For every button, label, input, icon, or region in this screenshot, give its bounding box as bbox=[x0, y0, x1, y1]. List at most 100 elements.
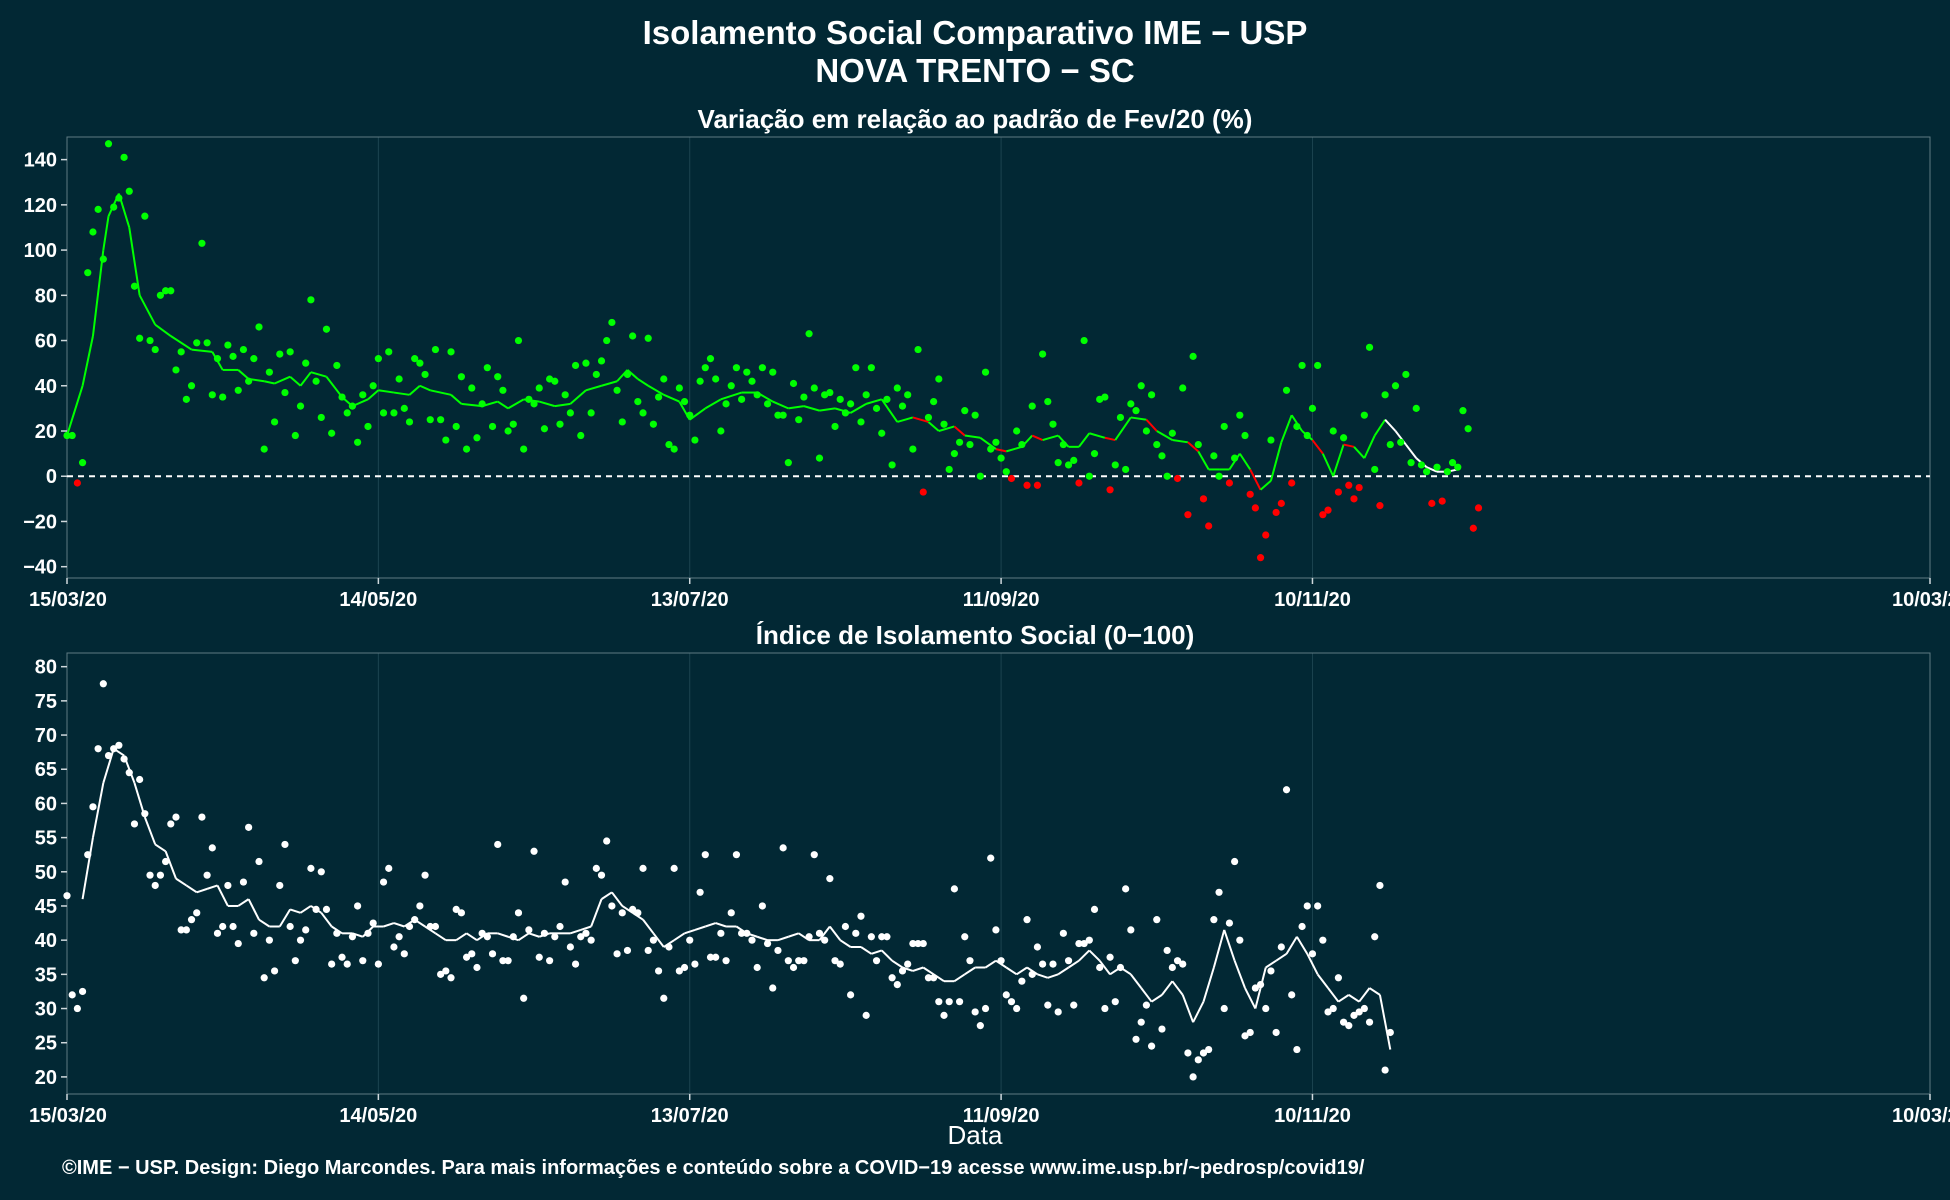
series-line-segment bbox=[393, 391, 410, 396]
data-point bbox=[722, 957, 730, 965]
data-point bbox=[743, 368, 751, 376]
data-point bbox=[281, 388, 289, 397]
series-line-segment bbox=[1098, 960, 1111, 975]
data-point bbox=[395, 375, 403, 383]
data-point bbox=[1054, 459, 1062, 467]
data-point bbox=[265, 936, 273, 944]
data-point bbox=[224, 881, 232, 890]
series-line-segment bbox=[1311, 439, 1324, 455]
data-point bbox=[649, 420, 658, 428]
data-point bbox=[795, 416, 803, 424]
data-point bbox=[1122, 465, 1130, 474]
series-line-segment bbox=[912, 966, 924, 972]
data-point bbox=[161, 857, 170, 866]
data-point bbox=[1168, 963, 1176, 972]
data-point bbox=[717, 929, 725, 937]
data-point bbox=[1153, 916, 1161, 924]
data-point bbox=[867, 933, 875, 941]
data-point bbox=[177, 926, 185, 934]
data-point bbox=[1199, 1049, 1208, 1057]
data-point bbox=[1080, 336, 1088, 345]
series-line-segment bbox=[263, 380, 275, 385]
series-line-segment bbox=[517, 932, 530, 941]
data-point bbox=[1179, 960, 1187, 968]
data-point bbox=[411, 916, 419, 924]
y-tick-label: 0 bbox=[46, 466, 57, 488]
data-point bbox=[686, 411, 694, 419]
series-line-segment bbox=[367, 389, 380, 401]
series-line-segment bbox=[383, 922, 395, 928]
series-line-segment bbox=[1426, 466, 1438, 473]
data-point bbox=[613, 386, 621, 394]
series-line-segment bbox=[1057, 966, 1070, 976]
series-line-segment bbox=[777, 935, 789, 942]
data-point bbox=[779, 411, 787, 419]
data-point bbox=[1397, 438, 1405, 446]
x-tick-label: 15/03/20 bbox=[29, 1105, 107, 1127]
data-point bbox=[784, 459, 792, 467]
data-point bbox=[250, 929, 258, 937]
data-point bbox=[930, 974, 938, 982]
data-point bbox=[374, 960, 382, 968]
series-line-segment bbox=[237, 369, 250, 380]
series-line-segment bbox=[865, 398, 883, 405]
data-point bbox=[405, 418, 414, 426]
series-line-segment bbox=[590, 898, 603, 927]
data-point bbox=[582, 929, 590, 937]
data-point bbox=[291, 957, 299, 965]
y-tick-label: 20 bbox=[35, 421, 57, 443]
data-point bbox=[857, 912, 865, 920]
series-line-segment bbox=[1171, 980, 1184, 996]
series-line-segment bbox=[393, 922, 405, 928]
data-point bbox=[1163, 472, 1171, 480]
data-point bbox=[1205, 522, 1213, 530]
y-tick-label: 25 bbox=[35, 1033, 57, 1055]
series-line-segment bbox=[274, 375, 291, 385]
data-point bbox=[494, 840, 502, 849]
series-line-segment bbox=[102, 216, 110, 251]
data-point bbox=[130, 282, 139, 290]
data-point bbox=[156, 291, 165, 299]
series-line-segment bbox=[715, 922, 727, 928]
data-point bbox=[919, 939, 927, 948]
data-point bbox=[84, 269, 92, 277]
series-line-segment bbox=[1037, 973, 1049, 979]
data-point bbox=[774, 946, 782, 955]
data-point bbox=[213, 355, 222, 363]
data-point bbox=[1064, 957, 1073, 965]
data-point bbox=[1448, 459, 1457, 467]
data-point bbox=[1288, 991, 1296, 999]
data-point bbox=[1360, 411, 1368, 419]
data-point bbox=[1179, 384, 1187, 392]
data-point bbox=[1085, 936, 1093, 944]
series-line-segment bbox=[1181, 994, 1195, 1023]
data-point bbox=[156, 871, 165, 879]
series-line-segment bbox=[1130, 416, 1147, 421]
data-point bbox=[457, 373, 465, 381]
series-line-segment bbox=[299, 371, 312, 387]
series-line-segment bbox=[1192, 1001, 1205, 1023]
series-line-segment bbox=[1368, 987, 1381, 996]
data-point bbox=[1407, 459, 1415, 467]
series-line-segment bbox=[1353, 446, 1366, 459]
series-line-segment bbox=[1212, 929, 1226, 968]
data-point bbox=[219, 393, 227, 401]
data-point bbox=[478, 400, 486, 408]
panel-1-title: Variação em relação ao padrão de Fev/20 … bbox=[697, 104, 1253, 134]
x-tick-label: 13/07/20 bbox=[651, 1105, 729, 1127]
series-line-segment bbox=[938, 425, 955, 432]
series-line-segment bbox=[430, 389, 452, 396]
series-line-segment bbox=[66, 385, 84, 436]
series-line-segment bbox=[788, 405, 805, 410]
series-line-segment bbox=[839, 939, 852, 948]
data-point bbox=[904, 391, 912, 399]
data-point bbox=[1334, 974, 1343, 982]
series-line-segment bbox=[289, 375, 302, 387]
plot-frame bbox=[66, 136, 1931, 579]
data-point bbox=[203, 339, 211, 347]
series-line-segment bbox=[647, 384, 665, 396]
data-point bbox=[603, 336, 611, 345]
x-tick-label: 11/09/20 bbox=[963, 589, 1040, 611]
series-line-segment bbox=[1047, 973, 1059, 979]
